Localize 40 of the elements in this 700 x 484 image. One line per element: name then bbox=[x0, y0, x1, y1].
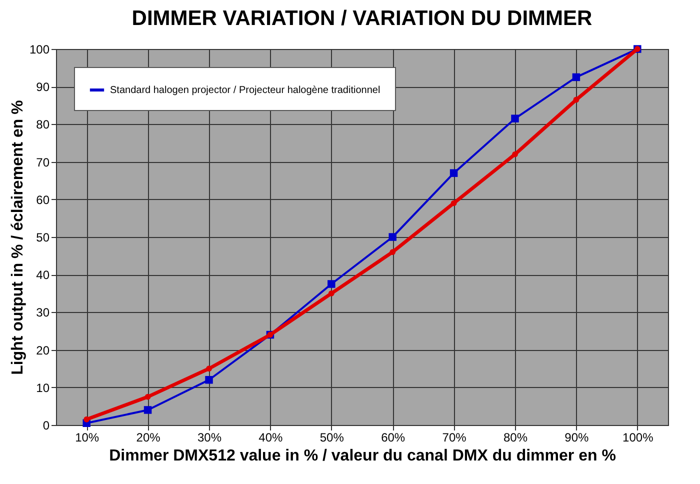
x-tick-label: 10% bbox=[75, 430, 100, 444]
point bbox=[206, 366, 212, 372]
chart-title: DIMMER VARIATION / VARIATION DU DIMMER bbox=[132, 7, 592, 30]
point bbox=[390, 249, 396, 255]
y-axis-title: Light output in % / éclairement en % bbox=[9, 100, 26, 375]
y-tick-label: 80 bbox=[36, 118, 50, 132]
x-tick-label: 50% bbox=[320, 430, 344, 444]
y-tick-label: 60 bbox=[36, 192, 50, 207]
x-tick-label: 70% bbox=[442, 430, 467, 444]
x-tick-label: 60% bbox=[381, 430, 406, 444]
x-tick-label: 90% bbox=[564, 430, 590, 444]
y-tick-label: 0 bbox=[42, 418, 50, 432]
point bbox=[144, 394, 151, 400]
point bbox=[573, 96, 580, 103]
y-tick-label: 20 bbox=[36, 343, 50, 358]
point bbox=[328, 290, 334, 296]
point bbox=[328, 280, 336, 288]
y-tick-label: 40 bbox=[36, 268, 50, 282]
y-tick-label: 50 bbox=[36, 230, 50, 244]
x-tick-label: 40% bbox=[258, 430, 284, 444]
point bbox=[144, 406, 152, 414]
x-axis-title: Dimmer DMX512 value in % / valeur du canal DMX du dimmer en % bbox=[109, 448, 616, 464]
x-tick-label: 80% bbox=[503, 430, 528, 444]
x-tick-label: 20% bbox=[136, 430, 161, 444]
y-tick-label: 30 bbox=[36, 306, 50, 320]
point bbox=[511, 114, 519, 122]
point bbox=[450, 200, 457, 206]
y-tick-label: 70 bbox=[36, 155, 50, 170]
point bbox=[450, 169, 458, 177]
point bbox=[572, 73, 580, 82]
point bbox=[84, 416, 90, 422]
y-tick-label: 90 bbox=[36, 80, 50, 94]
point bbox=[205, 376, 213, 384]
x-tick-label: 100% bbox=[622, 430, 654, 444]
point bbox=[512, 151, 518, 158]
x-tick-label: 30% bbox=[197, 430, 222, 444]
point bbox=[388, 233, 396, 241]
y-tick-label: 10 bbox=[36, 380, 50, 395]
legend-label: Standard halogen projector / Projecteur halogène traditionnel bbox=[110, 85, 380, 96]
y-tick-label: 100 bbox=[29, 42, 50, 56]
